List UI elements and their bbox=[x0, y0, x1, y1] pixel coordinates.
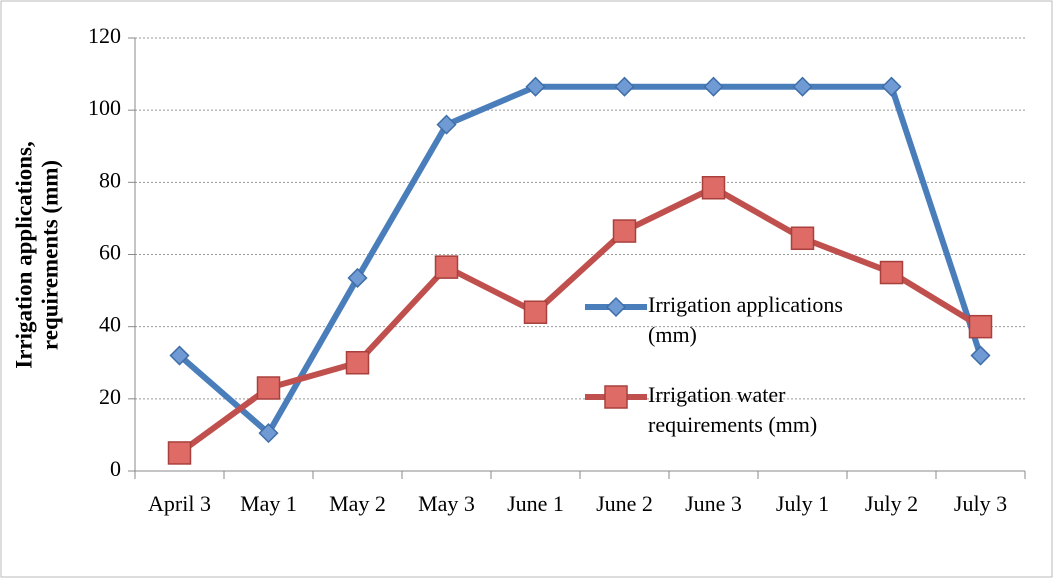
marker bbox=[970, 345, 991, 366]
y-axis-title-line: Irrigation applications, bbox=[11, 141, 36, 368]
marker bbox=[169, 345, 190, 366]
y-tick-label: 80 bbox=[99, 167, 121, 192]
x-tick-label: June 1 bbox=[507, 491, 564, 516]
marker bbox=[614, 76, 635, 97]
marker bbox=[701, 175, 726, 200]
marker bbox=[345, 351, 370, 375]
marker bbox=[256, 376, 281, 400]
x-tick-label: June 3 bbox=[685, 491, 742, 516]
x-tick-label: June 2 bbox=[596, 491, 653, 516]
legend-label: Irrigation water requirements (mm) bbox=[648, 382, 818, 437]
y-tick-label: 20 bbox=[99, 384, 121, 409]
legend-entry: Irrigation applications (mm) bbox=[648, 292, 843, 347]
legend-label: Irrigation applications (mm) bbox=[648, 292, 843, 347]
marker bbox=[347, 267, 368, 289]
marker bbox=[703, 76, 724, 97]
x-tick-label: May 1 bbox=[240, 491, 297, 516]
marker bbox=[792, 76, 813, 97]
series-line bbox=[177, 83, 984, 437]
legend-entry: Irrigation water requirements (mm) bbox=[648, 382, 818, 437]
x-tick-label: July 3 bbox=[954, 491, 1007, 516]
marker bbox=[612, 219, 637, 243]
y-tick-label: 100 bbox=[88, 95, 121, 120]
marker bbox=[790, 226, 815, 251]
marker bbox=[605, 296, 627, 318]
marker bbox=[258, 423, 279, 444]
x-tick-label: May 3 bbox=[418, 491, 475, 516]
marker bbox=[879, 260, 904, 285]
y-tick-label: 60 bbox=[99, 240, 121, 265]
x-tick-label: July 2 bbox=[865, 491, 918, 516]
marker bbox=[523, 300, 548, 324]
marker bbox=[167, 441, 192, 465]
marker bbox=[881, 76, 902, 97]
marker bbox=[525, 76, 546, 97]
y-tick-label: 0 bbox=[110, 456, 121, 481]
y-axis-title: Irrigation applications, requirements (m… bbox=[11, 141, 62, 368]
x-tick-label: May 2 bbox=[329, 491, 386, 516]
x-tick-label: April 3 bbox=[148, 491, 211, 516]
y-tick-label: 40 bbox=[99, 312, 121, 337]
marker bbox=[604, 385, 628, 409]
y-tick-label: 120 bbox=[88, 23, 121, 48]
marker bbox=[436, 114, 457, 135]
marker bbox=[968, 314, 993, 339]
series-line bbox=[177, 184, 983, 456]
y-axis-title-line: requirements (mm) bbox=[37, 160, 62, 350]
x-tick-label: July 1 bbox=[776, 491, 829, 516]
marker bbox=[434, 255, 459, 279]
